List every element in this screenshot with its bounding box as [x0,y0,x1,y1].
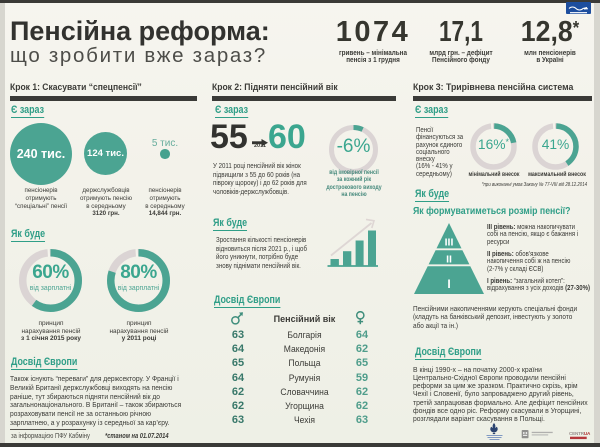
svg-text:CENTRUA: CENTRUA [569,431,591,436]
svg-text:II: II [446,254,452,266]
svg-text:III: III [445,237,454,249]
svg-text:I: I [447,277,450,291]
